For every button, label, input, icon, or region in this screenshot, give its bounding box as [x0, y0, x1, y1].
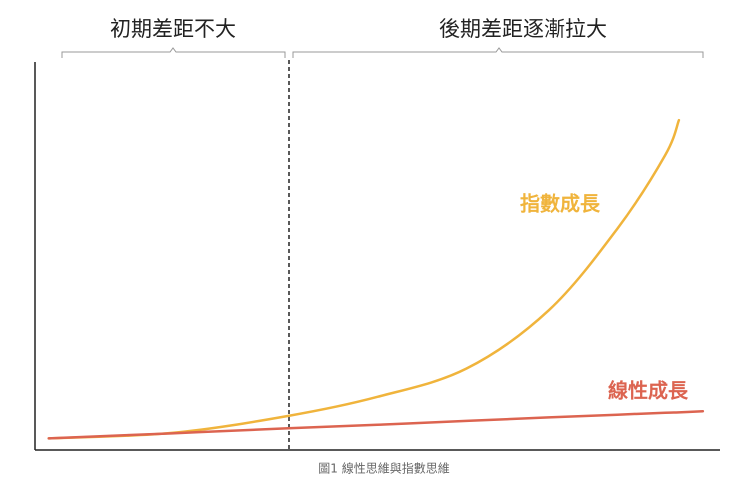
series-line — [47, 118, 681, 440]
bracket — [61, 47, 286, 58]
series-label: 線性成長 — [608, 379, 689, 403]
caption: 圖1 線性思維與指數思維 — [318, 461, 449, 476]
phase-label: 後期差距逐漸拉大 — [439, 17, 607, 41]
bracket — [292, 47, 704, 58]
series-label: 指數成長 — [520, 192, 601, 216]
series-line — [47, 409, 705, 440]
phase-label: 初期差距不大 — [110, 17, 236, 41]
